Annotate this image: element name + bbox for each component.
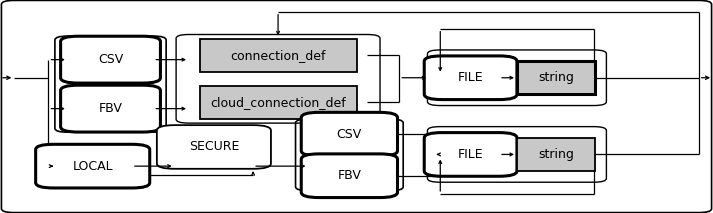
FancyArrowPatch shape	[256, 165, 304, 168]
FancyBboxPatch shape	[424, 56, 517, 100]
FancyArrowPatch shape	[156, 58, 185, 61]
FancyBboxPatch shape	[61, 85, 160, 132]
FancyBboxPatch shape	[61, 36, 160, 83]
FancyBboxPatch shape	[517, 138, 595, 171]
FancyArrowPatch shape	[502, 76, 513, 79]
FancyArrowPatch shape	[702, 76, 709, 79]
FancyArrowPatch shape	[502, 153, 513, 156]
Text: cloud_connection_def: cloud_connection_def	[210, 96, 346, 109]
Text: connection_def: connection_def	[230, 49, 326, 62]
FancyBboxPatch shape	[157, 125, 271, 169]
FancyBboxPatch shape	[200, 86, 356, 119]
FancyBboxPatch shape	[36, 144, 150, 188]
FancyArrowPatch shape	[439, 161, 441, 191]
Text: string: string	[538, 71, 574, 84]
FancyBboxPatch shape	[301, 112, 398, 156]
FancyArrowPatch shape	[156, 107, 185, 110]
FancyArrowPatch shape	[277, 14, 279, 34]
FancyArrowPatch shape	[135, 165, 170, 168]
FancyBboxPatch shape	[424, 132, 517, 176]
Text: FILE: FILE	[458, 148, 483, 161]
FancyArrowPatch shape	[439, 32, 441, 70]
FancyArrowPatch shape	[3, 76, 10, 79]
Text: FILE: FILE	[458, 71, 483, 84]
Text: FBV: FBV	[337, 169, 361, 182]
FancyArrowPatch shape	[51, 58, 63, 61]
Text: SECURE: SECURE	[189, 140, 239, 154]
FancyArrowPatch shape	[51, 107, 63, 110]
FancyArrowPatch shape	[49, 165, 52, 168]
FancyArrowPatch shape	[252, 172, 255, 175]
FancyBboxPatch shape	[200, 39, 356, 72]
Text: CSV: CSV	[337, 128, 362, 141]
FancyBboxPatch shape	[517, 61, 595, 94]
Text: CSV: CSV	[98, 53, 123, 66]
Text: LOCAL: LOCAL	[73, 160, 113, 173]
FancyArrowPatch shape	[437, 153, 441, 156]
FancyBboxPatch shape	[301, 154, 398, 198]
Text: FBV: FBV	[98, 102, 123, 115]
Text: string: string	[538, 148, 574, 161]
FancyArrowPatch shape	[402, 76, 425, 79]
